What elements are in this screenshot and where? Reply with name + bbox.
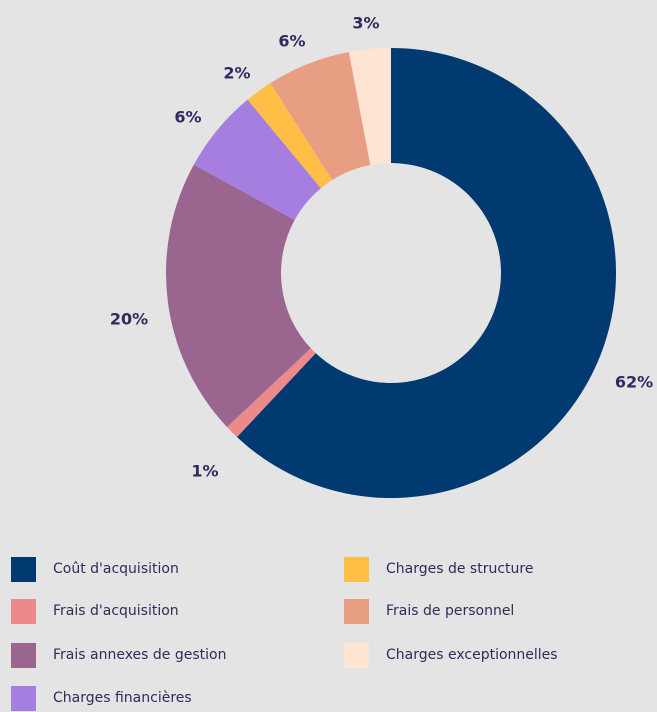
slice-charges-financieres (193, 99, 321, 221)
legend-label: Charges exceptionnelles (386, 647, 558, 663)
slice-frais-annexes-gestion (166, 164, 311, 428)
donut-chart: 62% 1% 20% 6% 2% 6% 3% (110, 14, 653, 498)
legend-swatch (344, 556, 369, 582)
slice-charges-exceptionnelles (348, 48, 391, 165)
legend-label: Frais d'acquisition (53, 603, 179, 619)
legend-swatch (11, 598, 36, 624)
slice-charges-structure (247, 83, 333, 189)
slice-cout-acquisition (236, 48, 616, 498)
slice-label-frais-acquisition: 1% (191, 462, 218, 481)
slice-label-charges-structure: 2% (223, 64, 250, 83)
legend-swatch (344, 642, 369, 668)
slice-label-frais-annexes-gestion: 20% (110, 310, 148, 329)
legend-swatch (11, 556, 36, 582)
legend-item-frais-personnel: Frais de personnel (344, 597, 514, 625)
slice-label-charges-exceptionnelles: 3% (352, 14, 379, 33)
slice-frais-personnel (270, 51, 371, 181)
legend-swatch (344, 598, 369, 624)
slice-labels: 62% 1% 20% 6% 2% 6% 3% (110, 14, 653, 481)
slice-frais-acquisition (226, 348, 316, 438)
donut-slices (166, 48, 616, 498)
legend-label: Coût d'acquisition (53, 561, 179, 577)
legend-label: Charges de structure (386, 561, 534, 577)
legend-item-cout-acquisition: Coût d'acquisition (11, 555, 179, 583)
legend-label: Frais de personnel (386, 603, 515, 619)
legend-label: Charges financières (53, 690, 192, 706)
slice-label-frais-personnel: 6% (278, 32, 305, 51)
slice-label-charges-financieres: 6% (174, 108, 201, 127)
legend-swatch (11, 642, 36, 668)
legend-swatch (11, 685, 36, 711)
legend-item-charges-financieres: Charges financières (11, 684, 192, 712)
legend-item-frais-annexes-gestion: Frais annexes de gestion (11, 641, 226, 669)
slice-label-cout-acquisition: 62% (615, 373, 653, 392)
legend-item-charges-exceptionnelles: Charges exceptionnelles (344, 641, 558, 669)
legend-item-charges-structure: Charges de structure (344, 555, 533, 583)
legend-item-frais-acquisition: Frais d'acquisition (11, 597, 179, 625)
legend-label: Frais annexes de gestion (53, 647, 227, 663)
